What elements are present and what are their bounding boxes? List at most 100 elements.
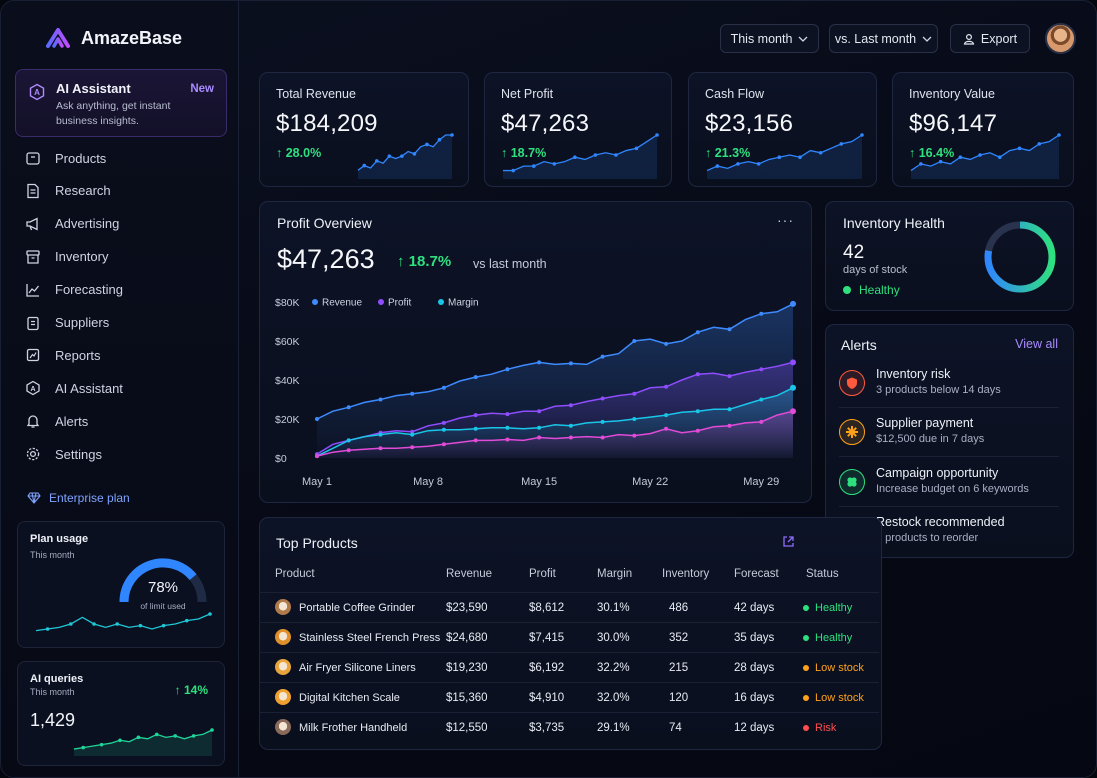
series-point[interactable] [632,339,637,343]
column-header[interactable]: Status [806,568,839,580]
y-tick-label: $0 [275,453,287,465]
series-point[interactable] [410,445,415,450]
sidebar-item-alerts[interactable]: Alerts [25,409,225,433]
series-point[interactable] [346,405,351,410]
series-point[interactable] [727,423,732,428]
sidebar-item-inventory[interactable]: Inventory [25,245,225,269]
series-point[interactable] [759,419,764,424]
export-button[interactable]: Export [950,24,1030,53]
column-header[interactable]: Inventory [662,568,710,580]
series-point[interactable] [759,311,764,316]
alert-item[interactable]: Inventory risk 3 products below 14 days [827,362,1073,410]
series-point[interactable] [315,454,319,459]
series-point[interactable] [759,367,764,372]
column-header[interactable]: Margin [597,568,633,580]
series-point[interactable] [632,433,637,438]
series-point[interactable] [410,429,415,434]
series-point[interactable] [410,432,415,437]
series-point[interactable] [346,448,351,453]
series-point[interactable] [727,327,732,332]
series-point[interactable] [505,412,510,417]
kpi-card-net-profit[interactable]: Net Profit $47,263 ↑ 18.7% [484,72,672,187]
series-point[interactable] [568,423,573,428]
view-all-link[interactable]: View all [1015,337,1058,351]
series-point[interactable] [568,361,573,366]
series-point[interactable] [315,417,319,421]
series-point[interactable] [505,367,510,372]
series-point[interactable] [600,435,605,440]
series-point[interactable] [790,384,796,391]
column-header[interactable]: Product [275,568,315,580]
series-point[interactable] [568,403,573,408]
sidebar-item-suppliers[interactable]: Suppliers [25,311,225,335]
logo[interactable]: AmazeBase [45,27,182,49]
series-point[interactable] [600,396,605,401]
series-point[interactable] [759,397,764,402]
ai-assistant-card[interactable]: A AI Assistant New Ask anything, get ins… [15,69,227,137]
series-point[interactable] [632,417,637,421]
table-row[interactable]: Milk Frother Handheld $12,550 $3,735 29.1% 7… [259,712,879,742]
series-point[interactable] [664,426,669,431]
series-point[interactable] [505,437,510,442]
column-header[interactable]: Revenue [446,568,493,580]
alert-item[interactable]: Campaign opportunity Increase budget on 6… [827,461,1073,509]
series-point[interactable] [790,408,796,415]
more-options-icon[interactable]: ··· [777,212,794,228]
sidebar-item-research[interactable]: Research [25,179,225,203]
series-point[interactable] [473,413,478,418]
series-point[interactable] [600,419,605,424]
series-point[interactable] [695,409,700,414]
series-point[interactable] [441,420,446,425]
series-point[interactable] [473,438,478,443]
series-point[interactable] [664,384,669,389]
series-point[interactable] [664,413,669,418]
sidebar-item-forecasting[interactable]: Forecasting [25,278,225,302]
kpi-card-inventory-value[interactable]: Inventory Value $96,147 ↑ 16.4% [892,72,1074,187]
column-header[interactable]: Profit [529,568,556,580]
table-row[interactable]: Stainless Steel French Press $24,680 $7,41… [259,622,879,652]
sidebar-item-reports[interactable]: Reports [25,343,225,367]
avatar[interactable] [1045,23,1076,54]
series-point[interactable] [441,442,446,447]
series-point[interactable] [790,300,796,307]
series-point[interactable] [695,372,700,377]
table-row[interactable]: Portable Coffee Grinder $23,590 $8,612 30.1… [259,592,879,622]
series-point[interactable] [664,341,669,346]
series-point[interactable] [473,426,478,431]
sidebar-item-settings[interactable]: Settings [25,442,225,466]
table-row[interactable]: Air Fryer Silicone Liners $19,230 $6,192 32… [259,652,879,682]
series-point[interactable] [790,359,796,366]
series-point[interactable] [695,330,700,335]
series-point[interactable] [378,446,383,451]
series-point[interactable] [378,432,383,437]
series-point[interactable] [537,435,542,440]
series-point[interactable] [727,374,732,379]
series-point[interactable] [727,407,732,412]
series-point[interactable] [473,375,478,380]
kpi-card-total-revenue[interactable]: Total Revenue $184,209 ↑ 28.0% [259,72,469,187]
column-header[interactable]: Forecast [734,568,779,580]
series-point[interactable] [695,428,700,433]
series-point[interactable] [505,425,510,430]
enterprise-plan-link[interactable]: Enterprise plan [27,491,130,505]
external-link-icon[interactable] [782,535,795,548]
series-point[interactable] [632,391,637,396]
compare-select[interactable]: vs. Last month [829,24,938,53]
table-row[interactable]: Digital Kitchen Scale $15,360 $4,910 32.0% 1… [259,682,879,712]
series-point[interactable] [441,427,446,432]
sidebar-item-ai-assistant[interactable]: A AI Assistant [25,376,225,400]
series-point[interactable] [537,425,542,430]
series-point[interactable] [441,385,446,390]
period-select[interactable]: This month [720,24,819,53]
series-point[interactable] [537,360,542,365]
alert-item[interactable]: Supplier payment $12,500 due in 7 days [827,411,1073,459]
series-point[interactable] [537,409,542,414]
sidebar-item-products[interactable]: Products [25,146,225,170]
sidebar-item-advertising[interactable]: Advertising [25,212,225,236]
series-point[interactable] [378,397,383,402]
kpi-card-cash-flow[interactable]: Cash Flow $23,156 ↑ 21.3% [688,72,877,187]
series-point[interactable] [568,435,573,440]
series-point[interactable] [410,391,415,396]
series-point[interactable] [600,354,605,359]
series-point[interactable] [346,438,351,443]
